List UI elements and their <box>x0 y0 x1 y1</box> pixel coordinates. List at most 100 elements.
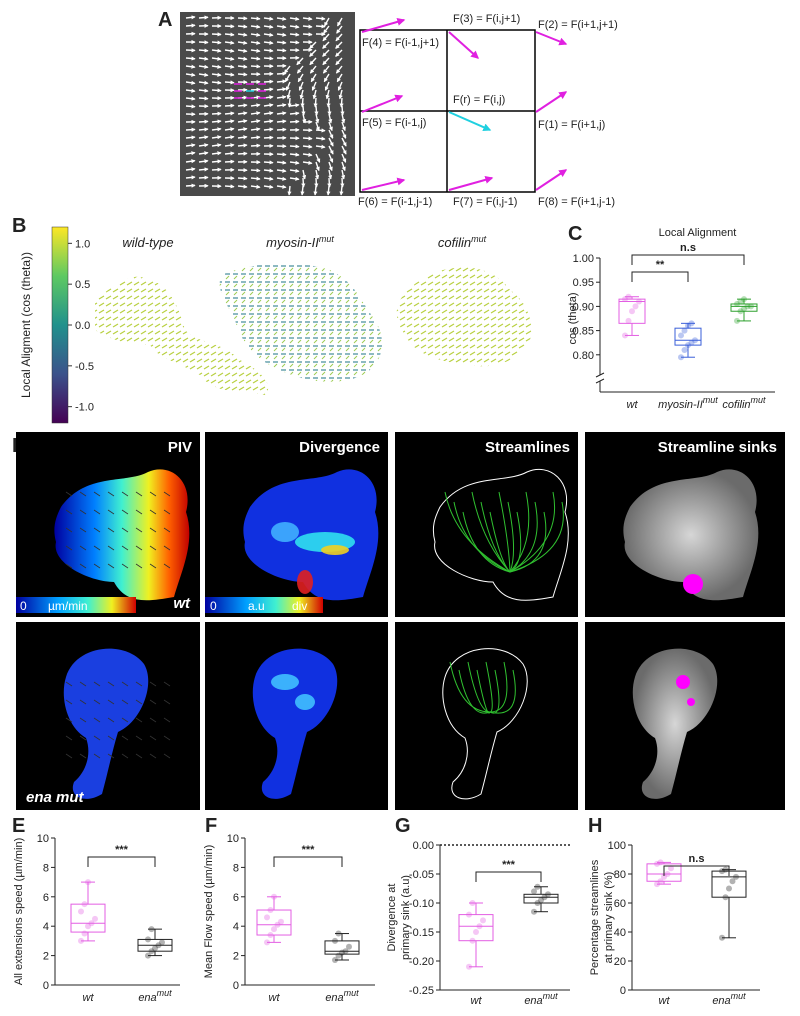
row-label: ena mut <box>26 789 85 806</box>
vector-arrow <box>263 56 274 61</box>
piv-vector <box>121 681 129 687</box>
vector-arrow <box>276 119 287 124</box>
x-tick-label: wt <box>471 995 483 1007</box>
panel-label: G <box>395 815 411 837</box>
condition-name: wild-type <box>122 235 173 250</box>
piv-vector <box>65 681 73 687</box>
vector-arrow <box>237 135 248 140</box>
y-tick-label: 0 <box>43 980 49 992</box>
vector-arrow <box>237 40 248 45</box>
y-tick-label: 10 <box>37 833 49 845</box>
grid-label: F(4) = F(i-1,j+1) <box>362 37 439 49</box>
div-colorbar-label: div <box>292 599 307 613</box>
vector-arrow <box>298 81 304 91</box>
column-title: PIV <box>168 439 192 456</box>
y-axis-label: primary sink (a.u) <box>400 875 412 960</box>
vector-arrow <box>302 32 313 37</box>
vector-arrow <box>263 135 274 140</box>
vector-arrow <box>326 97 331 108</box>
vector-arrow <box>322 65 330 74</box>
condition-titles: wild-type myosin-IImut cofilinmut <box>122 234 486 250</box>
vector-arrow <box>237 151 248 156</box>
vector-arrow <box>198 88 209 93</box>
vector-arrow <box>185 23 196 28</box>
data-point <box>719 934 725 941</box>
box <box>711 870 747 898</box>
data-point <box>145 936 151 943</box>
vector-arrow <box>328 137 334 147</box>
vector-arrow <box>289 24 300 29</box>
vector-arrow <box>198 48 209 53</box>
piv-map <box>63 648 149 799</box>
vector-arrow <box>336 25 343 34</box>
cell-myosin <box>219 263 383 382</box>
y-tick-label: -0.25 <box>409 985 434 997</box>
vector-arrow <box>263 111 274 116</box>
box <box>674 327 702 346</box>
column-title: Streamlines <box>485 439 570 456</box>
vector-arrow <box>335 65 343 74</box>
data-point <box>274 921 281 928</box>
vector-arrow <box>328 153 334 163</box>
piv-vector <box>65 545 73 551</box>
grid-label: F(3) = F(i,j+1) <box>453 13 520 25</box>
piv-vector <box>65 527 73 533</box>
vector-arrow <box>263 119 274 124</box>
div-colorbar <box>205 597 323 613</box>
divergence-spot <box>295 694 315 710</box>
grid-labels: F(3) = F(i,j+1) F(2) = F(i+1,j+1) F(4) = F… <box>358 13 618 208</box>
vector-arrow <box>276 87 287 92</box>
data-point <box>346 943 352 950</box>
vector-arrow <box>237 16 248 21</box>
vector-arrow <box>224 184 235 189</box>
y-tick-label: 0 <box>233 980 239 992</box>
vector-arrow <box>185 104 196 109</box>
data-point <box>681 346 688 353</box>
vector-arrow <box>276 95 287 100</box>
piv-vector <box>93 699 101 705</box>
y-tick-label: 0.95 <box>573 277 594 289</box>
vector-arrow <box>250 32 261 37</box>
data-point <box>625 293 632 300</box>
vector-arrow <box>211 88 222 93</box>
vector-arrow <box>198 64 209 69</box>
piv-colorbar-label: µm/min <box>48 599 88 613</box>
data-point <box>719 868 725 875</box>
vector-arrow <box>185 96 196 101</box>
y-tick-label: 6 <box>43 892 49 904</box>
row-label: wt <box>173 595 191 612</box>
vector-arrow <box>224 119 235 124</box>
vector-arrow <box>276 24 287 29</box>
significance-label: ** <box>656 259 665 271</box>
vector-arrow <box>198 151 209 156</box>
significance-label: n.s <box>680 242 696 254</box>
vector-arrow <box>198 175 209 180</box>
vector-arrow <box>263 176 274 181</box>
significance-label: n.s <box>689 853 705 865</box>
vector-arrow <box>341 161 346 172</box>
y-tick-label: -0.10 <box>409 898 434 910</box>
piv-vector <box>135 527 143 533</box>
vector-arrow <box>328 169 333 180</box>
condition-name: myosin-II <box>266 235 319 250</box>
data-point <box>664 871 671 877</box>
category-sup: mut <box>703 395 719 405</box>
vector-arrow <box>341 169 346 180</box>
data-point <box>748 303 754 310</box>
sink-marker <box>676 675 690 689</box>
piv-vector <box>107 545 115 551</box>
vector-arrow <box>211 167 222 172</box>
piv-vector <box>107 527 115 533</box>
vector-arrow <box>185 64 196 69</box>
div-colorbar-label: a.u <box>248 599 265 613</box>
vector-arrow <box>340 177 345 188</box>
piv-vector <box>65 717 73 723</box>
vector-arrow <box>341 129 347 139</box>
vector-arrow <box>263 103 274 108</box>
y-tick-label: -0.05 <box>409 869 434 881</box>
vector-arrow <box>224 40 235 45</box>
vector-arrow <box>224 80 235 85</box>
vector-arrow <box>250 56 261 61</box>
